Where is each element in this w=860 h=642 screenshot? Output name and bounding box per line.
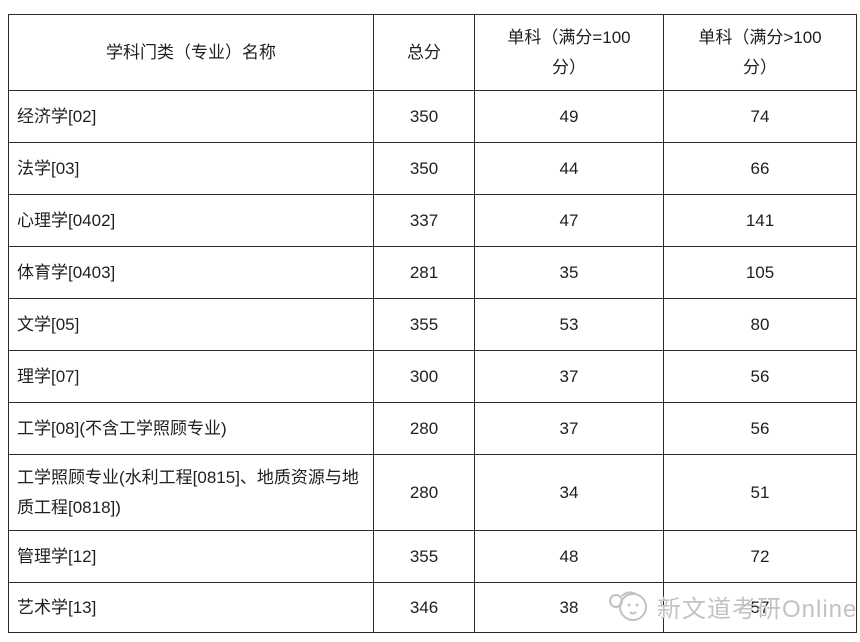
total-score-cell: 300 bbox=[373, 350, 475, 403]
single-subject-gt100-cell: 72 bbox=[663, 530, 857, 583]
total-score-cell: 350 bbox=[373, 90, 475, 143]
table-header-row: 学科门类（专业）名称 总分 单科（满分=100 分） 单科（满分>100 分） bbox=[8, 14, 857, 91]
single-subject-eq100-cell: 47 bbox=[474, 194, 664, 247]
single-subject-eq100-cell: 37 bbox=[474, 402, 664, 455]
subject-name-cell: 管理学[12] bbox=[8, 530, 374, 583]
subject-name-cell: 经济学[02] bbox=[8, 90, 374, 143]
table-row: 管理学[12] 355 48 72 bbox=[8, 530, 857, 583]
table-row: 经济学[02] 350 49 74 bbox=[8, 90, 857, 143]
header-total-score: 总分 bbox=[373, 14, 475, 91]
subject-name-cell: 工学照顾专业(水利工程[0815]、地质资源与地质工程[0818]) bbox=[8, 454, 374, 531]
single-subject-eq100-cell: 53 bbox=[474, 298, 664, 351]
single-subject-gt100-cell: 57 bbox=[663, 582, 857, 633]
single-subject-eq100-cell: 49 bbox=[474, 90, 664, 143]
total-score-cell: 355 bbox=[373, 298, 475, 351]
single-subject-gt100-cell: 80 bbox=[663, 298, 857, 351]
single-subject-gt100-cell: 56 bbox=[663, 350, 857, 403]
table-row: 工学照顾专业(水利工程[0815]、地质资源与地质工程[0818]) 280 34 5… bbox=[8, 454, 857, 531]
single-subject-gt100-cell: 74 bbox=[663, 90, 857, 143]
total-score-cell: 280 bbox=[373, 454, 475, 531]
header-single-subject-eq100: 单科（满分=100 分） bbox=[474, 14, 664, 91]
total-score-cell: 350 bbox=[373, 142, 475, 195]
header-single-subject-gt100: 单科（满分>100 分） bbox=[663, 14, 857, 91]
single-subject-gt100-cell: 56 bbox=[663, 402, 857, 455]
subject-name-cell: 艺术学[13] bbox=[8, 582, 374, 633]
single-subject-eq100-cell: 37 bbox=[474, 350, 664, 403]
single-subject-eq100-cell: 35 bbox=[474, 246, 664, 299]
single-subject-gt100-cell: 51 bbox=[663, 454, 857, 531]
header-subject-category: 学科门类（专业）名称 bbox=[8, 14, 374, 91]
total-score-cell: 337 bbox=[373, 194, 475, 247]
single-subject-gt100-cell: 66 bbox=[663, 142, 857, 195]
table-row: 心理学[0402] 337 47 141 bbox=[8, 194, 857, 247]
subject-name-cell: 法学[03] bbox=[8, 142, 374, 195]
total-score-cell: 281 bbox=[373, 246, 475, 299]
subject-name-cell: 心理学[0402] bbox=[8, 194, 374, 247]
subject-name-cell: 工学[08](不含工学照顾专业) bbox=[8, 402, 374, 455]
subject-name-cell: 文学[05] bbox=[8, 298, 374, 351]
total-score-cell: 346 bbox=[373, 582, 475, 633]
table-row: 工学[08](不含工学照顾专业) 280 37 56 bbox=[8, 402, 857, 455]
table-row: 文学[05] 355 53 80 bbox=[8, 298, 857, 351]
table-body: 经济学[02] 350 49 74 法学[03] 350 44 66 心理学[0402] 337 4… bbox=[8, 90, 857, 633]
table-row: 法学[03] 350 44 66 bbox=[8, 142, 857, 195]
single-subject-eq100-cell: 38 bbox=[474, 582, 664, 633]
total-score-cell: 280 bbox=[373, 402, 475, 455]
subject-name-cell: 体育学[0403] bbox=[8, 246, 374, 299]
table-row: 理学[07] 300 37 56 bbox=[8, 350, 857, 403]
table-header: 学科门类（专业）名称 总分 单科（满分=100 分） 单科（满分>100 分） bbox=[8, 14, 857, 91]
score-cutoff-table: 学科门类（专业）名称 总分 单科（满分=100 分） 单科（满分>100 分） … bbox=[8, 14, 857, 633]
single-subject-eq100-cell: 44 bbox=[474, 142, 664, 195]
subject-name-cell: 理学[07] bbox=[8, 350, 374, 403]
single-subject-eq100-cell: 34 bbox=[474, 454, 664, 531]
table-row: 体育学[0403] 281 35 105 bbox=[8, 246, 857, 299]
single-subject-gt100-cell: 105 bbox=[663, 246, 857, 299]
single-subject-eq100-cell: 48 bbox=[474, 530, 664, 583]
total-score-cell: 355 bbox=[373, 530, 475, 583]
single-subject-gt100-cell: 141 bbox=[663, 194, 857, 247]
table-row: 艺术学[13] 346 38 57 bbox=[8, 582, 857, 633]
